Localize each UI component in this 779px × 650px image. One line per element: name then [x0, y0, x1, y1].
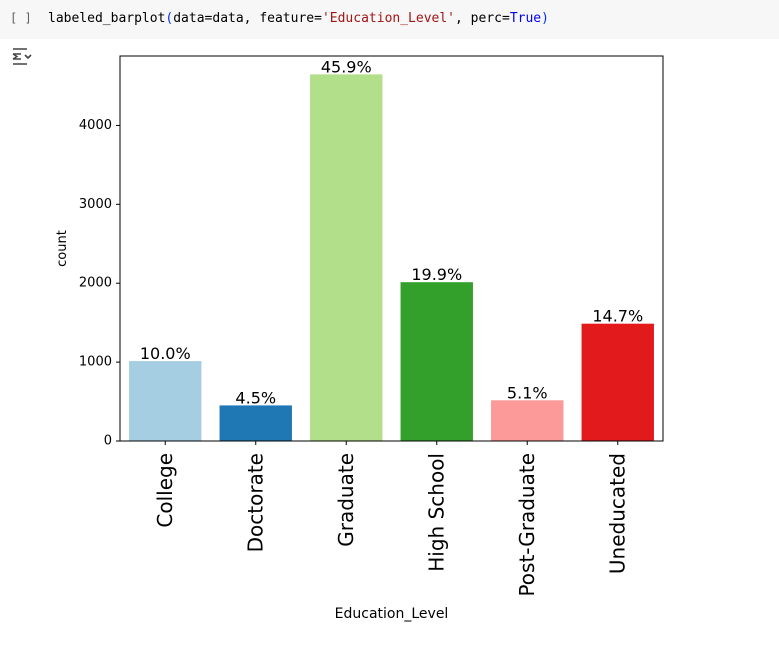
x-axis-label: Education_Level: [335, 606, 449, 622]
x-tick-label-3: High School: [424, 453, 448, 572]
code-line[interactable]: labeled_barplot(data=data, feature='Educ…: [48, 11, 549, 26]
bar-2: [310, 74, 383, 441]
code-close-paren: ): [541, 11, 549, 26]
code-function: labeled_barplot: [48, 11, 166, 26]
x-tick-label-2: Graduate: [334, 453, 358, 547]
y-axis-label: count: [55, 230, 70, 267]
code-keyword: True: [509, 11, 542, 26]
data-label-1: 4.5%: [235, 388, 276, 407]
bar-4: [491, 400, 564, 441]
bar-0: [129, 361, 202, 441]
y-tick-label-4: 4000: [79, 118, 112, 133]
x-tick-label-5: Uneducated: [605, 453, 629, 574]
code-cell[interactable]: [ ] labeled_barplot(data=data, feature='…: [0, 0, 779, 39]
y-tick-label-2: 2000: [79, 276, 112, 291]
code-string: 'Education_Level': [321, 11, 456, 26]
x-tick-label-0: College: [153, 453, 177, 528]
code-args-1: data=data, feature=: [173, 11, 322, 26]
bar-3: [400, 282, 473, 441]
x-tick-label-1: Doctorate: [243, 453, 267, 552]
data-label-3: 19.9%: [411, 265, 462, 284]
data-label-2: 45.9%: [321, 57, 372, 76]
y-tick-label-0: 0: [104, 434, 112, 449]
bar-5: [581, 323, 654, 441]
code-args-2: , perc=: [455, 11, 510, 26]
run-cell-button[interactable]: [ ]: [10, 11, 32, 25]
code-open-paren: (: [165, 11, 174, 26]
plot-frame: [119, 55, 664, 442]
output-toggle-icon[interactable]: [10, 45, 34, 67]
data-label-5: 14.7%: [592, 307, 643, 326]
data-label-0: 10.0%: [140, 344, 191, 363]
data-label-4: 5.1%: [507, 383, 548, 402]
y-tick-label-3: 3000: [79, 197, 112, 212]
x-tick-label-4: Post-Graduate: [515, 453, 539, 597]
bar-1: [219, 405, 292, 441]
y-tick-label-1: 1000: [79, 355, 112, 370]
